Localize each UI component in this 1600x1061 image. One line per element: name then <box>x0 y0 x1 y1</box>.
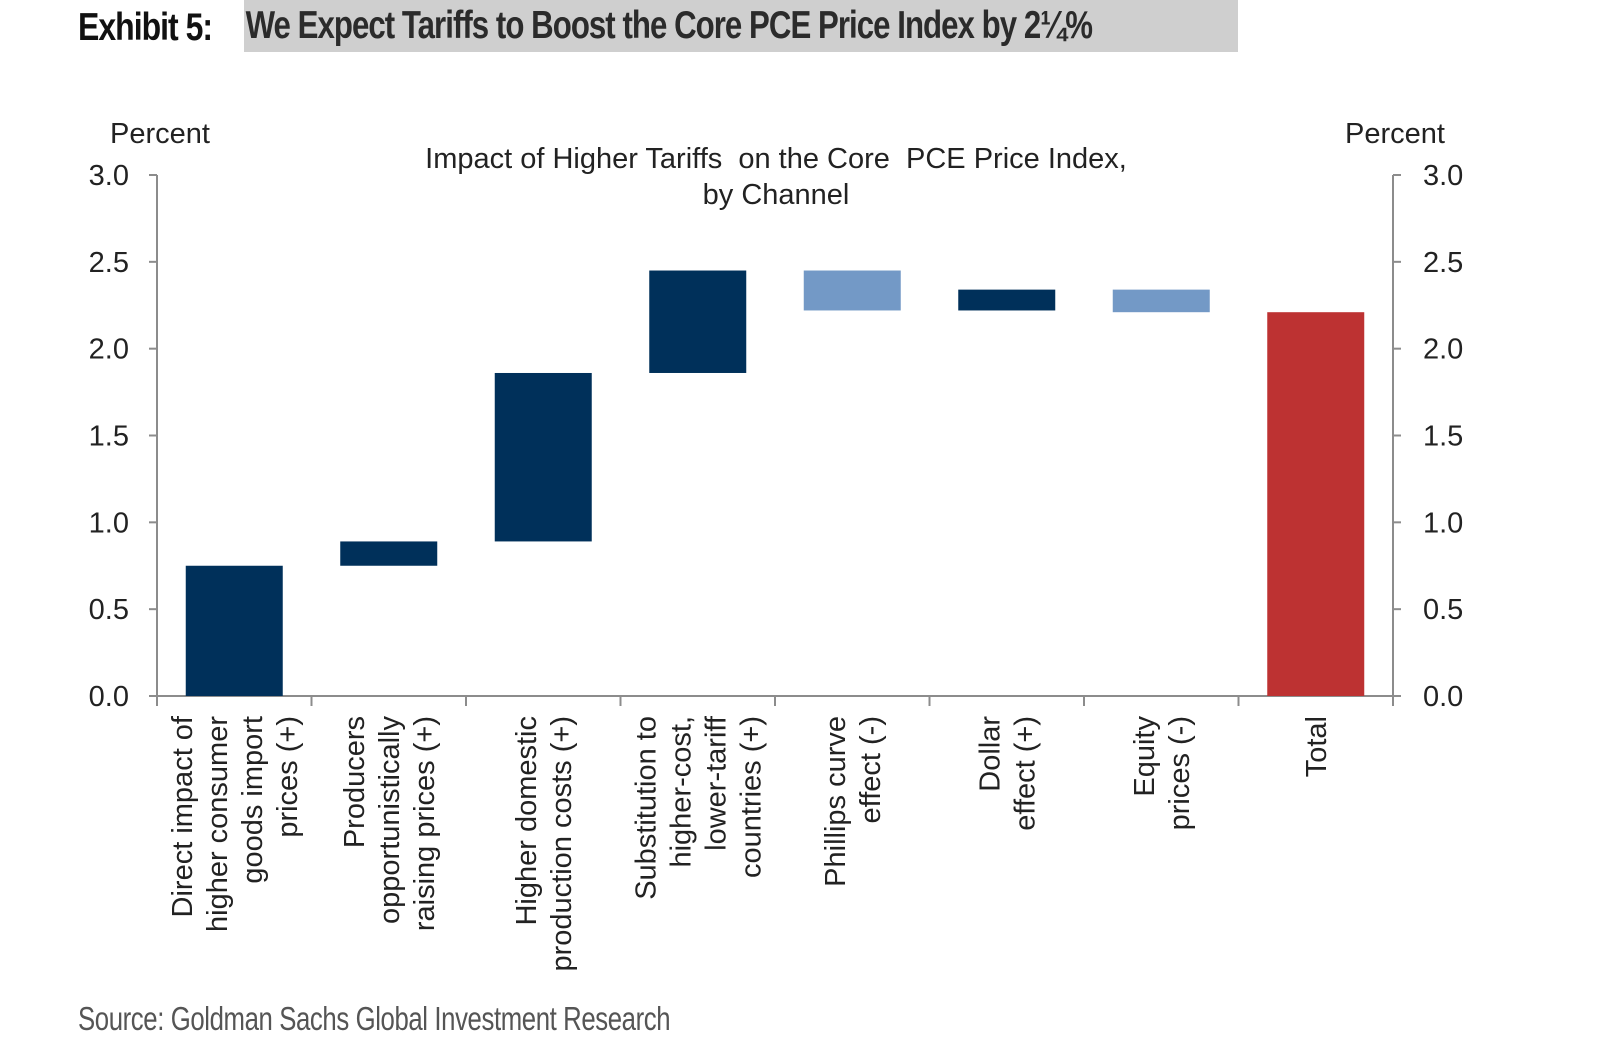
exhibit-title-highlight: We Expect Tariffs to Boost the Core PCE … <box>244 0 1238 52</box>
waterfall-bar-negative <box>803 270 901 311</box>
axes-layer: 0.0 0.0 0.5 0.5 1.0 1.0 1.5 1.5 2.0 2.0 2.5 2.5 3.0 3… <box>89 160 1464 713</box>
waterfall-bar-positive <box>958 289 1056 311</box>
category-label-line: lower-tariff <box>700 715 732 851</box>
category-label-line: Higher domestic <box>511 716 543 926</box>
right-y-tick-label: 1.0 <box>1423 507 1463 539</box>
exhibit-header: Exhibit 5: <box>78 2 242 54</box>
category-label: Direct impact of higher consumer goods imp… <box>167 715 304 932</box>
category-label: Phillips curve effect (-) <box>820 716 887 887</box>
category-label: Producers opportunistically raising prices… <box>339 716 441 932</box>
right-axis-unit-label: Percent <box>1345 118 1445 150</box>
right-y-tick-label: 2.5 <box>1423 247 1463 279</box>
category-label-line: Equity <box>1129 716 1161 797</box>
category-label: Substitution to higher-cost, lower-tariff c… <box>630 715 767 900</box>
category-label-line: Total <box>1301 716 1333 777</box>
category-label-text: Phillips curve effect (-) <box>820 716 887 887</box>
left-y-tick-label: 0.5 <box>89 594 129 626</box>
waterfall-bar-positive <box>649 270 747 373</box>
left-axis-unit-label: Percent <box>110 118 210 150</box>
right-y-tick-label: 0.5 <box>1423 594 1463 626</box>
left-y-tick-label: 3.0 <box>89 160 129 192</box>
category-label-text: Higher domestic production costs (+) <box>511 716 578 971</box>
waterfall-bar-positive <box>340 541 438 566</box>
category-label-text: Dollar effect (+) <box>974 716 1041 831</box>
category-label-text: Substitution to higher-cost, lower-tariff c… <box>630 715 767 900</box>
right-y-tick-label: 1.5 <box>1423 421 1463 453</box>
category-label: Total <box>1301 716 1333 777</box>
category-label-line: Substitution to <box>630 716 662 900</box>
exhibit-title: We Expect Tariffs to Boost the Core PCE … <box>245 4 1093 47</box>
left-y-tick-label: 1.5 <box>89 421 129 453</box>
category-label-text: Producers opportunistically raising prices… <box>339 716 441 932</box>
category-label-line: higher-cost, <box>665 716 697 868</box>
waterfall-bar-positive <box>185 565 283 696</box>
category-label: Equity prices (-) <box>1129 716 1196 831</box>
left-y-tick-label: 0.0 <box>89 681 129 713</box>
category-label-line: effect (+) <box>1009 716 1041 831</box>
category-label-line: prices (-) <box>1164 716 1196 830</box>
bars-layer <box>185 270 1365 696</box>
exhibit-label: Exhibit 5: <box>78 6 213 49</box>
right-y-tick-label: 3.0 <box>1423 160 1463 192</box>
category-label-line: Dollar <box>974 716 1006 792</box>
right-y-tick-label: 2.0 <box>1423 334 1463 366</box>
category-label-text: Direct impact of higher consumer goods imp… <box>167 715 304 932</box>
category-label: Dollar effect (+) <box>974 716 1041 831</box>
waterfall-bar-positive <box>494 372 592 542</box>
category-label-line: opportunistically <box>374 716 406 924</box>
category-label-line: Direct impact of <box>167 715 199 917</box>
category-label-line: countries (+) <box>735 716 767 878</box>
waterfall-bar-total <box>1267 312 1365 696</box>
category-label-line: higher consumer <box>202 716 234 932</box>
category-label-line: goods import <box>237 716 269 884</box>
category-label-line: production costs (+) <box>546 716 578 971</box>
category-label-text: Equity prices (-) <box>1129 716 1196 831</box>
left-y-tick-label: 2.5 <box>89 247 129 279</box>
right-y-tick-label: 0.0 <box>1423 681 1463 713</box>
category-label-line: effect (-) <box>855 716 887 823</box>
chart-title-line-1: Impact of Higher Tariffs on the Core PCE… <box>425 143 1127 175</box>
category-label-line: raising prices (+) <box>409 716 441 931</box>
category-label: Higher domestic production costs (+) <box>511 716 578 971</box>
category-label-line: Producers <box>339 716 371 848</box>
chart-title-line-2: by Channel <box>703 179 850 211</box>
category-label-text: Total <box>1301 716 1333 777</box>
source-note: Source: Goldman Sachs Global Investment … <box>78 1000 671 1037</box>
left-y-tick-label: 1.0 <box>89 507 129 539</box>
category-label-line: Phillips curve <box>820 716 852 887</box>
category-labels-layer: Direct impact of higher consumer goods imp… <box>167 715 1333 971</box>
waterfall-bar-negative <box>1112 289 1210 313</box>
left-y-tick-label: 2.0 <box>89 334 129 366</box>
category-label-line: prices (+) <box>272 716 304 838</box>
